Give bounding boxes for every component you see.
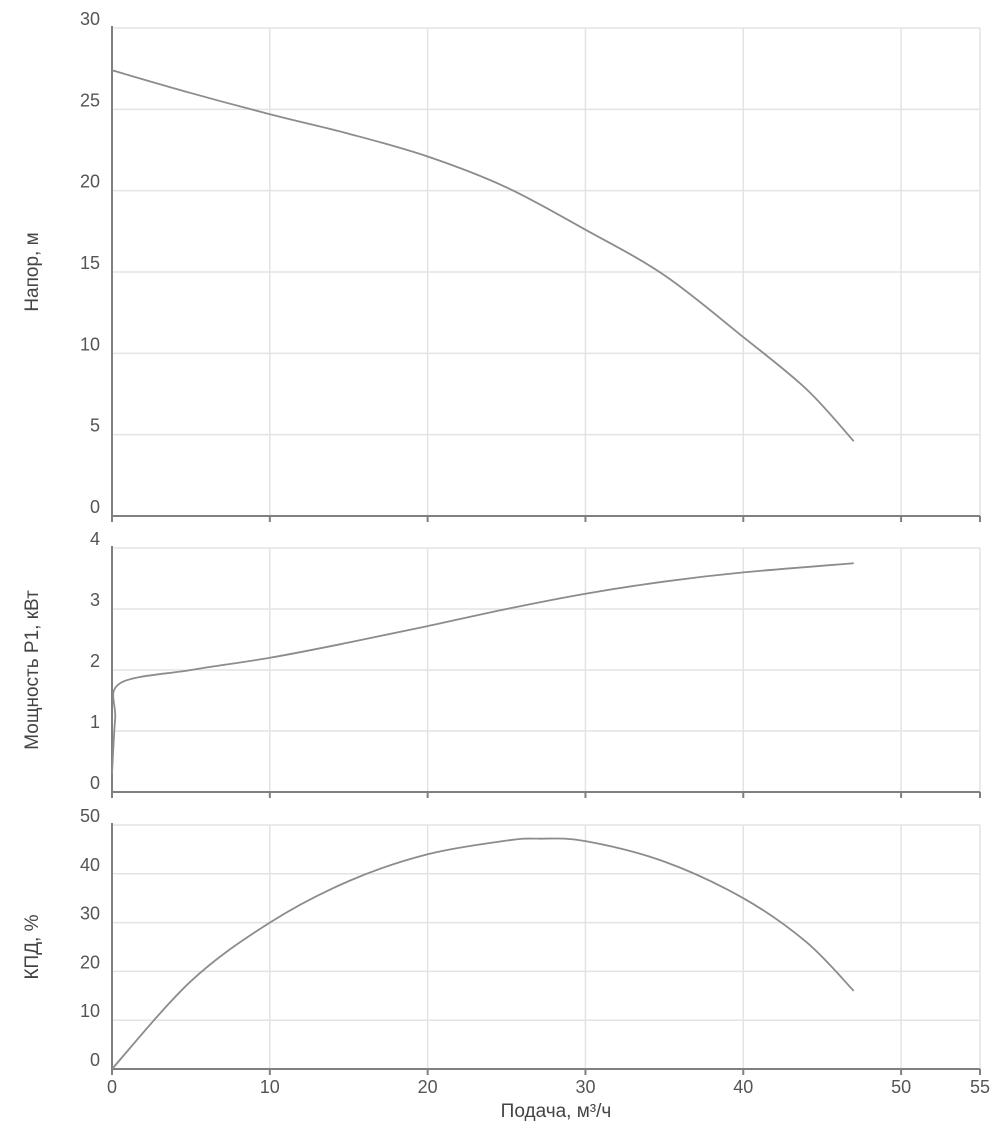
efficiency-x-tick-label: 10 [260,1077,280,1097]
head-y-tick-label: 10 [80,334,100,354]
efficiency-x-tick-label: 40 [733,1077,753,1097]
power-y-tick-label: 0 [90,773,100,793]
x-axis-title: Подача, м³/ч [501,1101,612,1122]
power-curve [111,562,854,774]
efficiency-y-tick-label: 10 [80,1001,100,1021]
efficiency-x-tick-label: 50 [891,1077,911,1097]
efficiency-x-tick-label: 30 [575,1077,595,1097]
head-y-tick-label: 0 [90,497,100,517]
head-y-tick-label: 30 [80,9,100,29]
efficiency-y-tick-label: 30 [80,904,100,924]
head-curve [111,69,855,442]
head-y-tick-label: 5 [90,416,100,436]
power-y-tick-label: 3 [90,590,100,610]
efficiency-y-tick-label: 40 [80,855,100,875]
efficiency-y-tick-label: 20 [80,952,100,972]
efficiency-y-axis-title: КПД, % [22,914,43,979]
power-y-tick-label: 1 [90,712,100,732]
head-y-axis-title: Напор, м [22,232,43,311]
power-y-tick-label: 4 [90,529,100,549]
efficiency-x-tick-label: 20 [418,1077,438,1097]
efficiency-curve [111,837,855,1070]
power-y-tick-label: 2 [90,651,100,671]
head-panel: 0 5 10 15 20 25 30 Напор, м [22,9,981,522]
efficiency-y-tick-label: 0 [90,1050,100,1070]
power-y-axis-title: Мощность P1, кВт [22,590,43,750]
head-y-tick-label: 15 [80,253,100,273]
efficiency-panel: 0 10 20 30 40 50 КПД, % 0 10 20 30 40 50 55 Подача, м³… [22,806,990,1122]
efficiency-x-tick-label: 55 [970,1077,990,1097]
head-y-tick-label: 25 [80,90,100,110]
power-panel: 0 1 2 3 4 Мощность P1, кВт [22,529,981,798]
efficiency-y-tick-label: 50 [80,806,100,826]
efficiency-x-tick-label: 0 [107,1077,117,1097]
head-y-tick-label: 20 [80,172,100,192]
